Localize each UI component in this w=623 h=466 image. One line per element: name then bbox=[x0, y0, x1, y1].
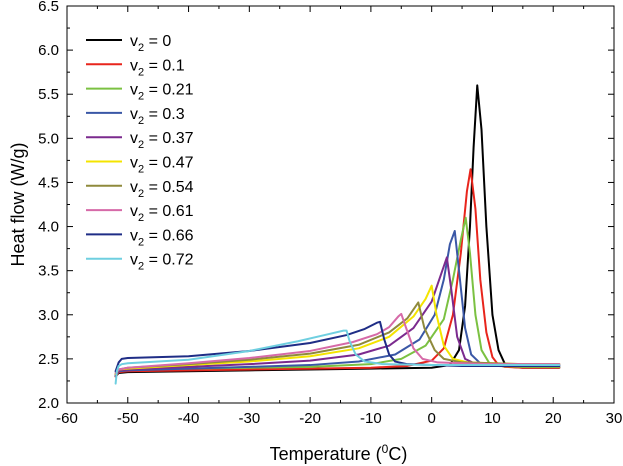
legend-item: v2 = 0.3 bbox=[86, 106, 185, 127]
x-tick-label: -50 bbox=[117, 410, 139, 427]
legend-label: v2 = 0.47 bbox=[130, 155, 194, 176]
legend-label: v2 = 0.1 bbox=[130, 57, 185, 78]
x-tick-label: -60 bbox=[56, 410, 78, 427]
legend-item: v2 = 0.1 bbox=[86, 57, 185, 78]
legend-label: v2 = 0.66 bbox=[130, 227, 194, 248]
ticks-layer: -60 -50 -40 -30 -20 -10 0 10 20 30 2.0 2.5 3.0 3.5 4.0… bbox=[38, 0, 622, 427]
y-tick-label: 2.0 bbox=[38, 395, 59, 412]
x-tick-label: 10 bbox=[484, 410, 501, 427]
y-tick-label: 6.0 bbox=[38, 42, 59, 59]
x-tick-label: 20 bbox=[545, 410, 562, 427]
y-tick-label: 4.0 bbox=[38, 219, 59, 236]
x-tick-label: 30 bbox=[606, 410, 623, 427]
x-tick-label: -10 bbox=[360, 410, 382, 427]
y-tick-label: 4.5 bbox=[38, 174, 59, 191]
legend: v2 = 0 v2 = 0.1 v2 = 0.21 v2 = 0.3 v2 = 0.37… bbox=[86, 33, 194, 273]
y-tick-label: 3.0 bbox=[38, 307, 59, 324]
legend-item: v2 = 0.37 bbox=[86, 130, 194, 151]
legend-item: v2 = 0.54 bbox=[86, 179, 194, 200]
legend-label: v2 = 0.37 bbox=[130, 130, 194, 151]
y-tick-label: 6.5 bbox=[38, 0, 59, 15]
legend-item: v2 = 0.72 bbox=[86, 252, 194, 273]
legend-item: v2 = 0.47 bbox=[86, 155, 194, 176]
legend-label: v2 = 0.54 bbox=[130, 179, 194, 200]
series-line-9 bbox=[114, 329, 561, 385]
y-tick-label: 5.5 bbox=[38, 86, 59, 103]
y-axis-title: Heat flow (W/g) bbox=[8, 142, 28, 266]
legend-label: v2 = 0.3 bbox=[130, 106, 185, 127]
x-axis-title: Temperature (0C) bbox=[270, 442, 408, 464]
legend-label: v2 = 0.72 bbox=[130, 252, 194, 273]
legend-item: v2 = 0 bbox=[86, 33, 171, 54]
x-tick-label: -40 bbox=[178, 410, 200, 427]
y-tick-label: 2.5 bbox=[38, 351, 59, 368]
y-tick-label: 5.0 bbox=[38, 130, 59, 147]
legend-label: v2 = 0.21 bbox=[130, 82, 194, 103]
legend-item: v2 = 0.66 bbox=[86, 227, 194, 248]
series-layer bbox=[114, 84, 561, 385]
series-line-1 bbox=[114, 168, 561, 378]
y-tick-label: 3.5 bbox=[38, 263, 59, 280]
legend-item: v2 = 0.61 bbox=[86, 203, 194, 224]
series-line-7 bbox=[114, 312, 561, 374]
legend-item: v2 = 0.21 bbox=[86, 82, 194, 103]
x-tick-label: -30 bbox=[238, 410, 260, 427]
legend-label: v2 = 0.61 bbox=[130, 203, 194, 224]
legend-label: v2 = 0 bbox=[130, 33, 171, 54]
x-tick-label: -20 bbox=[299, 410, 321, 427]
x-tick-label: 0 bbox=[427, 410, 435, 427]
